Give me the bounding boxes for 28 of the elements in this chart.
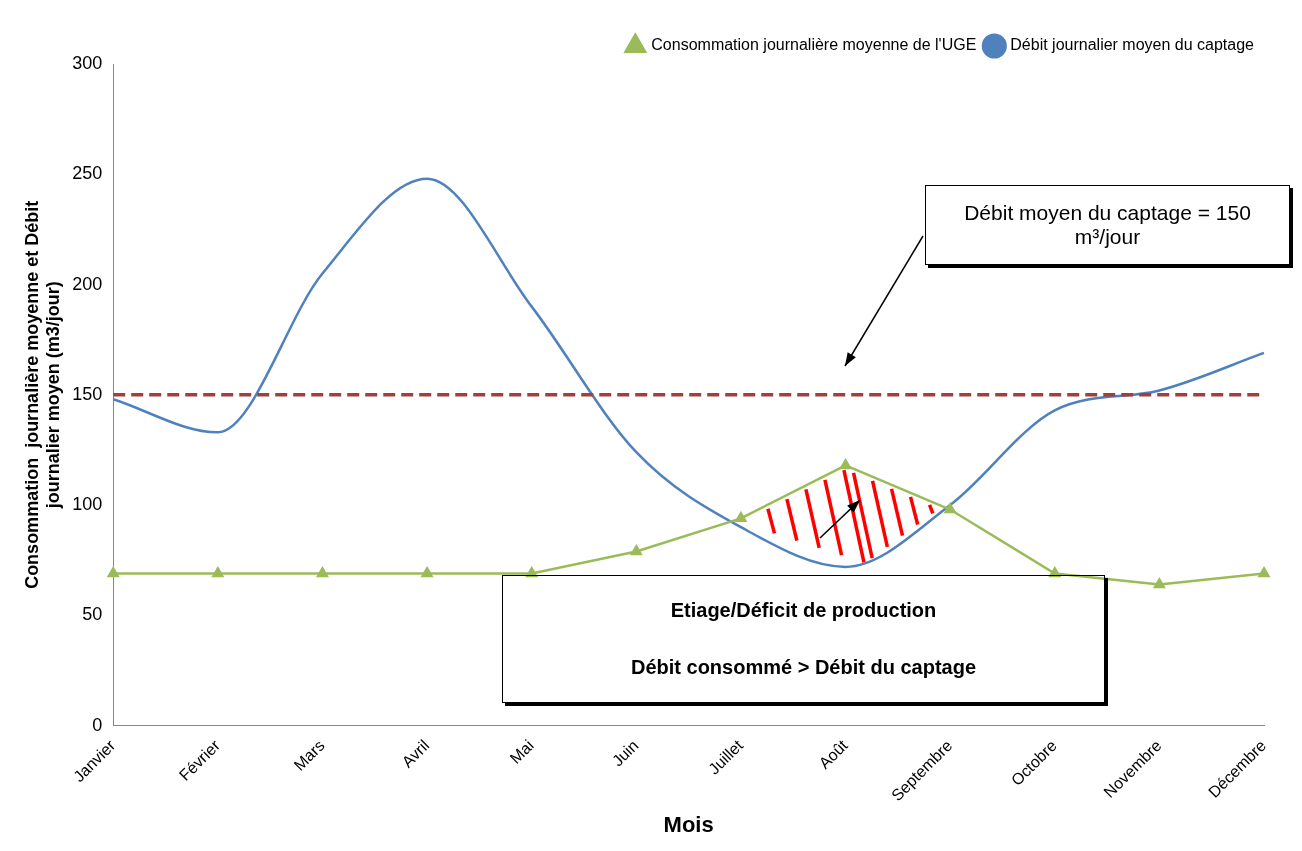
point [1153, 578, 1165, 589]
legend-label: Consommation journalière moyenne de l'UGE [651, 36, 977, 54]
annotation: Etiage/Déficit de production [670, 599, 937, 622]
x-axis-title: Mois [663, 811, 714, 837]
annotation: Débit consommé > Débit du captage [630, 656, 977, 679]
point [421, 567, 433, 578]
point [630, 545, 642, 556]
y-tick-label: 150 [72, 383, 103, 404]
point [316, 567, 329, 578]
legend-label: Débit journalier moyen du captage [1010, 36, 1255, 54]
y-tick-label: 100 [72, 494, 103, 515]
y-axis-title: Consommation journalière moyenne et Débit journalier moyen (m3/jour) [21, 200, 64, 589]
point [107, 567, 119, 578]
y-tick-label: 50 [82, 604, 103, 625]
text-box: Etiage/Déficit de production Débit consommé > Débit du captage [502, 575, 1105, 703]
point [212, 567, 224, 578]
y-tick-label: 300 [72, 52, 103, 73]
point [944, 503, 956, 514]
x-tick-label: Mai [506, 736, 537, 767]
annotation: Débit moyen du captage = 150 m³/jour [963, 201, 1252, 249]
text-box: Débit moyen du captage = 150 m³/jour [925, 185, 1290, 265]
y-tick-label: 200 [72, 273, 103, 294]
y-tick-label: 0 [92, 714, 103, 735]
line-series [111, 177, 1266, 569]
y-tick-label: 250 [72, 163, 103, 184]
x-tick-label: Juin [608, 736, 642, 770]
point [1258, 567, 1270, 578]
point [839, 459, 852, 470]
